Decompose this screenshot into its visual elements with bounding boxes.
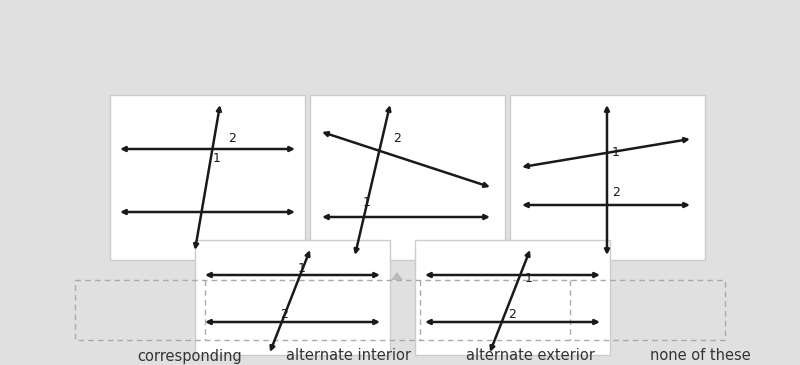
- Text: alternate interior: alternate interior: [286, 349, 410, 364]
- Text: 1: 1: [612, 146, 620, 158]
- Text: corresponding: corresponding: [138, 349, 242, 364]
- Text: 1: 1: [298, 262, 306, 276]
- Polygon shape: [510, 95, 705, 260]
- Polygon shape: [415, 240, 610, 355]
- Text: 2: 2: [228, 132, 236, 146]
- Text: 2: 2: [280, 308, 288, 322]
- Polygon shape: [110, 95, 305, 260]
- Text: 1: 1: [213, 153, 221, 165]
- Text: alternate exterior: alternate exterior: [466, 349, 594, 364]
- Polygon shape: [391, 272, 403, 280]
- Polygon shape: [310, 95, 505, 260]
- Polygon shape: [195, 240, 390, 355]
- Text: 1: 1: [525, 273, 533, 285]
- Text: none of these: none of these: [650, 349, 750, 364]
- Text: 2: 2: [508, 308, 516, 322]
- Text: 1: 1: [363, 196, 371, 208]
- Text: 2: 2: [393, 132, 401, 146]
- Text: 2: 2: [612, 185, 620, 199]
